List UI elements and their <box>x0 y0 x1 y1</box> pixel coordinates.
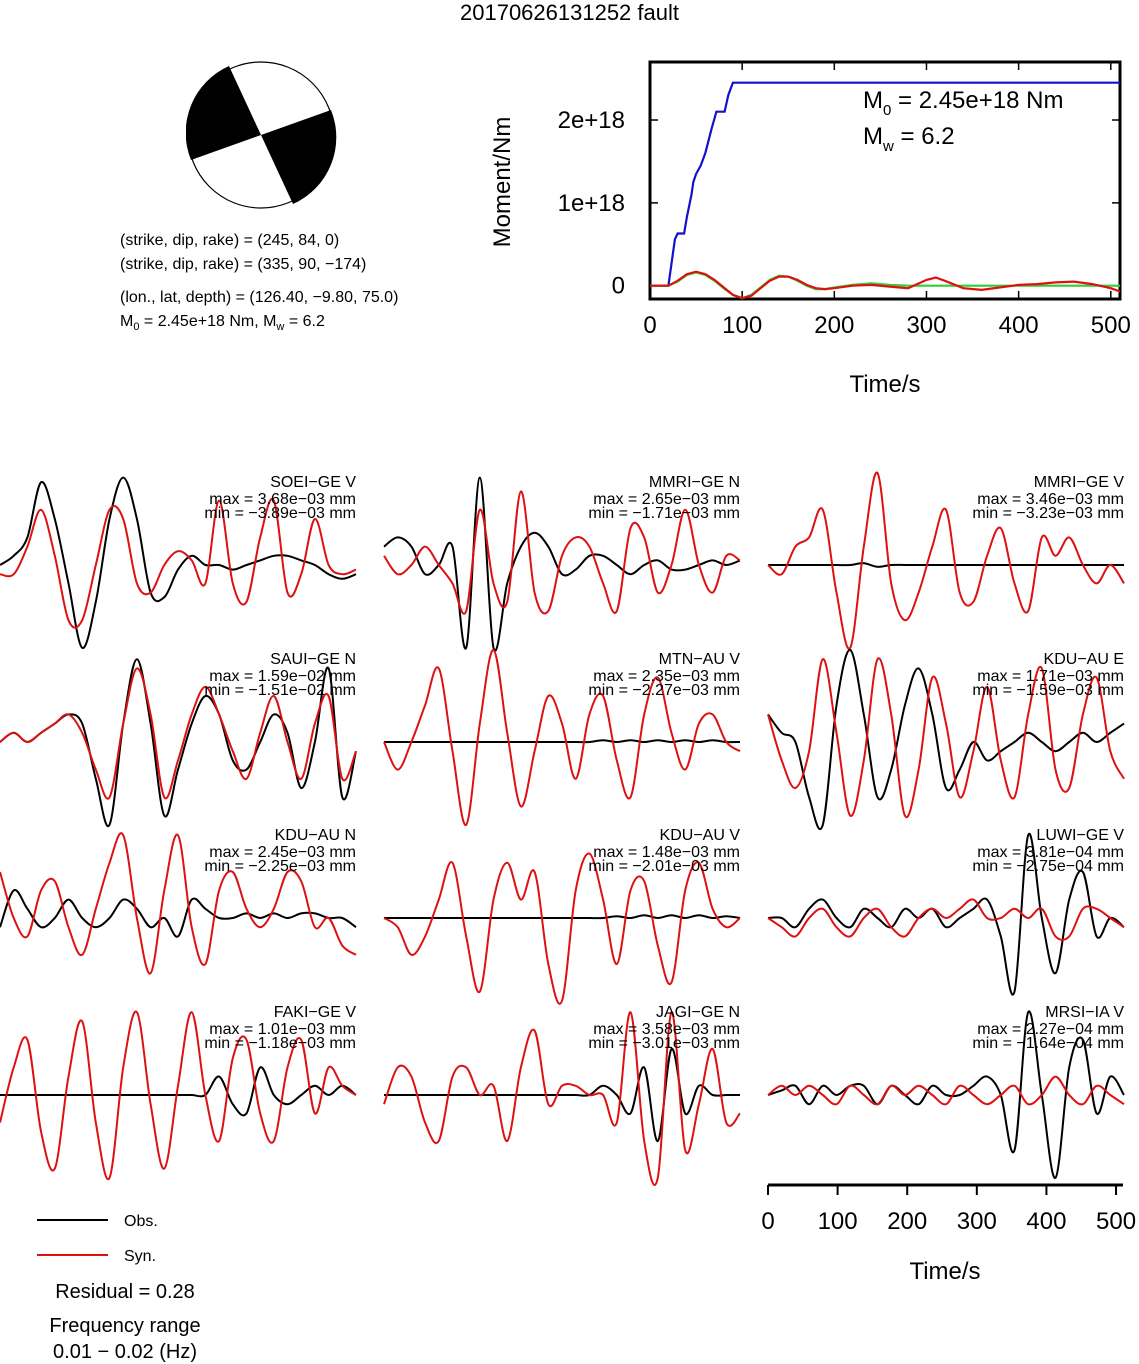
station-name: SAUI−GE N <box>270 651 356 668</box>
location-line: (lon., lat, depth) = (126.40, −9.80, 75.… <box>120 289 399 306</box>
station-min: min = −3.23e−03 mm <box>972 505 1124 522</box>
station-name: JAGI−GE N <box>656 1004 740 1021</box>
station-max: max = 2.27e−04 mm <box>977 1021 1124 1038</box>
station-max: max = 3.46e−03 mm <box>977 491 1124 508</box>
legend: Obs. Syn. <box>37 1213 158 1265</box>
syn-trace <box>383 852 741 1005</box>
obs-trace <box>0 889 357 938</box>
waveform-xtick-label: 300 <box>957 1208 997 1235</box>
moment-xtick-label: 100 <box>722 312 762 339</box>
obs-trace <box>384 1047 741 1143</box>
station-name: KDU−AU V <box>660 827 741 844</box>
syn-trace <box>0 1010 357 1181</box>
waveform-xlabel: Time/s <box>909 1258 980 1285</box>
moment-xtick-label: 200 <box>814 312 854 339</box>
station-min: min = −1.59e−03 mm <box>972 682 1124 699</box>
freq-range-label: Frequency range <box>49 1315 201 1337</box>
syn-trace <box>0 497 357 629</box>
obs-trace <box>0 476 357 649</box>
moment-ytick-label: 2e+18 <box>558 107 625 134</box>
station-name: SOEI−GE V <box>270 474 356 491</box>
station-name: MMRI−GE N <box>649 474 740 491</box>
station-min: min = −3.01e−03 mm <box>588 1035 740 1052</box>
waveform-xtick-label: 500 <box>1096 1208 1136 1235</box>
moment-xtick-label: 400 <box>999 312 1039 339</box>
station-min: min = −2.27e−03 mm <box>588 682 740 699</box>
syn-trace <box>767 471 1125 650</box>
station-name: KDU−AU E <box>1044 651 1124 668</box>
station-max: max = 2.45e−03 mm <box>209 844 356 861</box>
mw-annotation: Mw = 6.2 <box>863 123 955 155</box>
station-max: max = 1.59e−02 mm <box>209 668 356 685</box>
legend-obs-label: Obs. <box>124 1213 158 1230</box>
station-min: min = −1.51e−02 mm <box>204 682 356 699</box>
syn-trace <box>383 648 741 826</box>
station-min: min = −3.89e−03 mm <box>204 505 356 522</box>
beachball-diagram <box>186 61 337 209</box>
moment-rate-chart: 0 100 200 300 400 500 0 1e+18 2e+18 Moment/Nm Ti… <box>489 60 1131 398</box>
freq-range-value: 0.01 − 0.02 (Hz) <box>53 1341 197 1363</box>
waveform-xtick-label: 100 <box>818 1208 858 1235</box>
residual-text: Residual = 0.28 <box>55 1281 195 1303</box>
m0-annotation: M0 = 2.45e+18 Nm <box>863 87 1063 119</box>
cumulative-moment-line <box>650 81 1120 287</box>
station-name: KDU−AU N <box>275 827 356 844</box>
obs-trace <box>767 648 1125 830</box>
obs-trace <box>767 562 1124 568</box>
station-max: max = 1.48e−03 mm <box>593 844 740 861</box>
waveform-time-axis: 0 100 200 300 400 500 Time/s <box>761 1183 1136 1285</box>
syn-trace <box>767 657 1125 819</box>
obs-trace <box>384 739 741 744</box>
beachball-compressional-quadrant-1 <box>186 66 261 160</box>
station-min: min = −1.64e−04 mm <box>972 1035 1124 1052</box>
station-name: LUWI−GE V <box>1036 827 1124 844</box>
focal-params-line1: (strike, dip, rake) = (245, 84, 0) <box>120 232 340 249</box>
moment-xtick-label: 300 <box>906 312 946 339</box>
station-max: max = 3.81e−04 mm <box>977 844 1124 861</box>
legend-syn-label: Syn. <box>124 1248 156 1265</box>
station-name: FAKI−GE V <box>274 1004 357 1021</box>
station-max: max = 2.35e−03 mm <box>593 668 740 685</box>
obs-trace <box>383 476 741 652</box>
syn-trace <box>0 667 357 800</box>
waveform-xtick-label: 400 <box>1026 1208 1066 1235</box>
station-min: min = −2.01e−03 mm <box>588 858 740 875</box>
obs-trace <box>384 914 741 920</box>
station-min: min = −2.75e−04 mm <box>972 858 1124 875</box>
moment-xtick-label: 500 <box>1091 312 1131 339</box>
syn-trace <box>0 832 357 975</box>
syn-trace <box>767 1075 1125 1106</box>
obs-trace <box>767 1010 1125 1179</box>
obs-trace <box>0 1066 357 1117</box>
moment-ytick-label: 0 <box>612 273 625 300</box>
waveform-xtick-label: 0 <box>761 1208 774 1235</box>
page-title: 20170626131252 fault <box>460 0 679 25</box>
station-min: min = −1.18e−03 mm <box>204 1035 356 1052</box>
syn-trace <box>383 490 741 615</box>
moment-ytick-label: 1e+18 <box>558 190 625 217</box>
station-max: max = 3.68e−03 mm <box>209 491 356 508</box>
waveform-xtick-label: 200 <box>887 1208 927 1235</box>
station-name: MMRI−GE V <box>1034 474 1125 491</box>
moment-ylabel: Moment/Nm <box>489 117 516 248</box>
station-max: max = 1.01e−03 mm <box>209 1021 356 1038</box>
station-name: MRSI−IA V <box>1045 1004 1124 1021</box>
moment-summary-line: M0 = 2.45e+18 Nm, Mw = 6.2 <box>120 313 325 334</box>
moment-plot-frame <box>648 60 1122 301</box>
moment-xlabel: Time/s <box>849 371 920 398</box>
syn-trace <box>767 898 1125 941</box>
syn-trace <box>383 1011 741 1187</box>
station-name: MTN−AU V <box>659 651 741 668</box>
beachball-compressional-quadrant-2 <box>261 110 337 204</box>
station-min: min = −2.25e−03 mm <box>204 858 356 875</box>
station-max: max = 3.58e−03 mm <box>593 1021 740 1038</box>
station-max: max = 1.71e−03 mm <box>977 668 1124 685</box>
red-rate-line <box>650 270 1121 300</box>
moment-xtick-label: 0 <box>643 312 656 339</box>
station-max: max = 2.65e−03 mm <box>593 491 740 508</box>
station-min: min = −1.71e−03 mm <box>588 505 740 522</box>
obs-trace <box>767 832 1125 996</box>
focal-params-line2: (strike, dip, rake) = (335, 90, −174) <box>120 256 367 273</box>
